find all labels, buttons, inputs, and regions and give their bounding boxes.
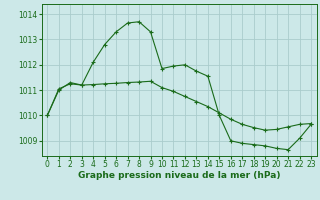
X-axis label: Graphe pression niveau de la mer (hPa): Graphe pression niveau de la mer (hPa) (78, 171, 280, 180)
